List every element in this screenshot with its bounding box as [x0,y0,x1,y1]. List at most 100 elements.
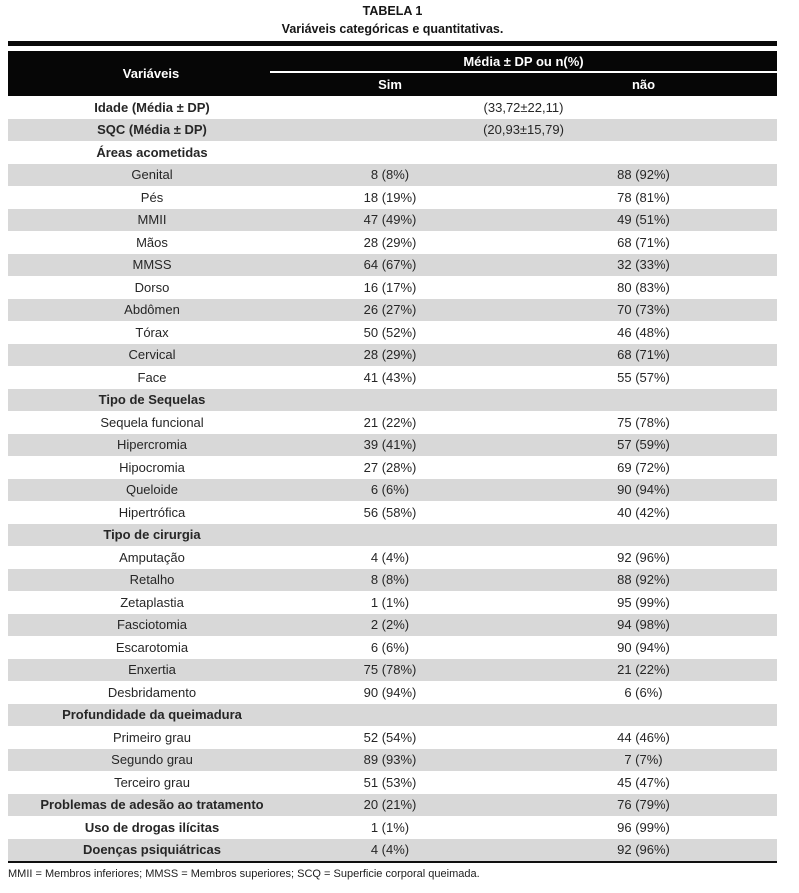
sim-value: 21 (22%) [363,414,417,430]
empty-cell [510,704,777,727]
row-label: Problemas de adesão ao tratamento [40,797,264,813]
row-label: Tórax [135,324,169,340]
nao-value: 76 (79%) [617,797,670,813]
section-row: Áreas acometidas [8,141,777,164]
sim-value: 50 (52%) [363,324,417,340]
row-label: SQC (Média ± DP) [97,122,207,138]
table-header: Variáveis Média ± DP ou n(%) Sim não [8,51,777,96]
table-row: Sequela funcional 21 (22%) 75 (78%) [8,411,777,434]
nao-value: 94 (98%) [617,617,670,633]
table-row: Problemas de adesão ao tratamento 20 (21%… [8,793,777,816]
sim-value: 28 (29%) [363,234,417,250]
table-row: Hipocromia 27 (28%) 69 (72%) [8,456,777,479]
row-label: Escarotomia [115,639,189,655]
row-label: Amputação [119,549,185,565]
table-row: Segundo grau 89 (93%) 7 (7%) [8,748,777,771]
row-label: Terceiro grau [114,774,190,790]
nao-value: 90 (94%) [617,639,670,655]
row-label: Tipo de Sequelas [98,392,206,408]
sim-value: 6 (6%) [370,482,410,498]
row-label: Enxertia [128,662,176,678]
empty-cell [510,389,777,412]
row-label: Desbridamento [107,684,197,700]
row-label: Segundo grau [111,752,193,768]
nao-value: 68 (71%) [617,347,670,363]
nao-value: 75 (78%) [617,414,670,430]
sim-value: 47 (49%) [363,212,417,228]
table-row: Retalho 8 (8%) 88 (92%) [8,568,777,591]
row-label: Idade (Média ± DP) [94,99,210,115]
row-label: Fasciotomia [116,617,188,633]
nao-value: 40 (42%) [617,504,670,520]
table-row: Cervical 28 (29%) 68 (71%) [8,343,777,366]
nao-value: 69 (72%) [617,459,670,475]
table-row: Amputação 4 (4%) 92 (96%) [8,546,777,569]
row-label: Mãos [136,234,168,250]
sim-value: 8 (8%) [370,167,410,183]
table-row: Escarotomia 6 (6%) 90 (94%) [8,636,777,659]
empty-cell [270,389,510,412]
row-label: MMSS [132,257,172,273]
table-row: Dorso 16 (17%) 80 (83%) [8,276,777,299]
table-row: Abdômen 26 (27%) 70 (73%) [8,298,777,321]
nao-value: 32 (33%) [617,257,670,273]
sim-value: 64 (67%) [363,257,417,273]
nao-value: 44 (46%) [617,729,670,745]
nao-value: 7 (7%) [624,752,663,768]
row-label: Hipertrófica [118,504,186,520]
header-nao: não [631,77,656,92]
row-label: Hipercromia [116,437,188,453]
row-label: Retalho [129,572,175,588]
table-row: MMII 47 (49%) 49 (51%) [8,208,777,231]
sim-value: 52 (54%) [363,729,417,745]
table-row: MMSS 64 (67%) 32 (33%) [8,253,777,276]
nao-value: 45 (47%) [617,774,670,790]
nao-value: 46 (48%) [617,324,670,340]
sim-value: 89 (93%) [363,752,417,768]
table-row: Enxertia 75 (78%) 21 (22%) [8,658,777,681]
row-label: Primeiro grau [112,729,192,745]
table-row: Pés 18 (19%) 78 (81%) [8,186,777,209]
nao-value: 92 (96%) [617,842,670,858]
header-sim: Sim [378,77,402,92]
row-label: Sequela funcional [100,414,204,430]
table-row: Hipercromia 39 (41%) 57 (59%) [8,433,777,456]
sim-value: 8 (8%) [370,572,410,588]
nao-value: 55 (57%) [617,369,670,385]
nao-value: 70 (73%) [617,302,670,318]
nao-value: 96 (99%) [617,819,670,835]
section-row: Tipo de Sequelas [8,388,777,412]
sim-value: 4 (4%) [370,549,410,565]
sim-value: 51 (53%) [363,774,417,790]
section-row: Profundidade da queimadura [8,703,777,727]
row-label: Áreas acometidas [96,144,208,160]
row-label: Uso de drogas ilícitas [84,819,220,835]
row-label: Zetaplastia [120,594,184,610]
sim-value: 2 (2%) [370,617,410,633]
sim-value: 16 (17%) [363,279,417,295]
nao-value: 6 (6%) [624,684,663,700]
nao-value: 90 (94%) [617,482,670,498]
table-row: Doenças psiquiátricas 4 (4%) 92 (96%) [8,838,777,861]
table-row: Queloide 6 (6%) 90 (94%) [8,478,777,501]
row-label: Face [137,369,167,385]
empty-cell [510,524,777,547]
sim-value: 20 (21%) [363,797,417,813]
nao-value: 57 (59%) [617,437,670,453]
top-rule [8,41,777,46]
row-label: Profundidade da queimadura [62,707,242,723]
row-label: MMII [137,212,167,228]
sim-value: 75 (78%) [363,662,417,678]
sim-value: 18 (19%) [363,189,417,205]
nao-value: 95 (99%) [617,594,670,610]
bottom-rule [8,861,777,863]
row-label: Queloide [125,482,179,498]
sim-value: 28 (29%) [363,347,417,363]
table-row: Idade (Média ± DP) (33,72±22,11) [8,96,777,119]
empty-cell [270,704,510,727]
row-label: Pés [140,189,164,205]
row-label: Doenças psiquiátricas [83,842,221,858]
header-right-group: Média ± DP ou n(%) Sim não [270,51,777,96]
table-row: Fasciotomia 2 (2%) 94 (98%) [8,613,777,636]
sim-value: 39 (41%) [363,437,417,453]
